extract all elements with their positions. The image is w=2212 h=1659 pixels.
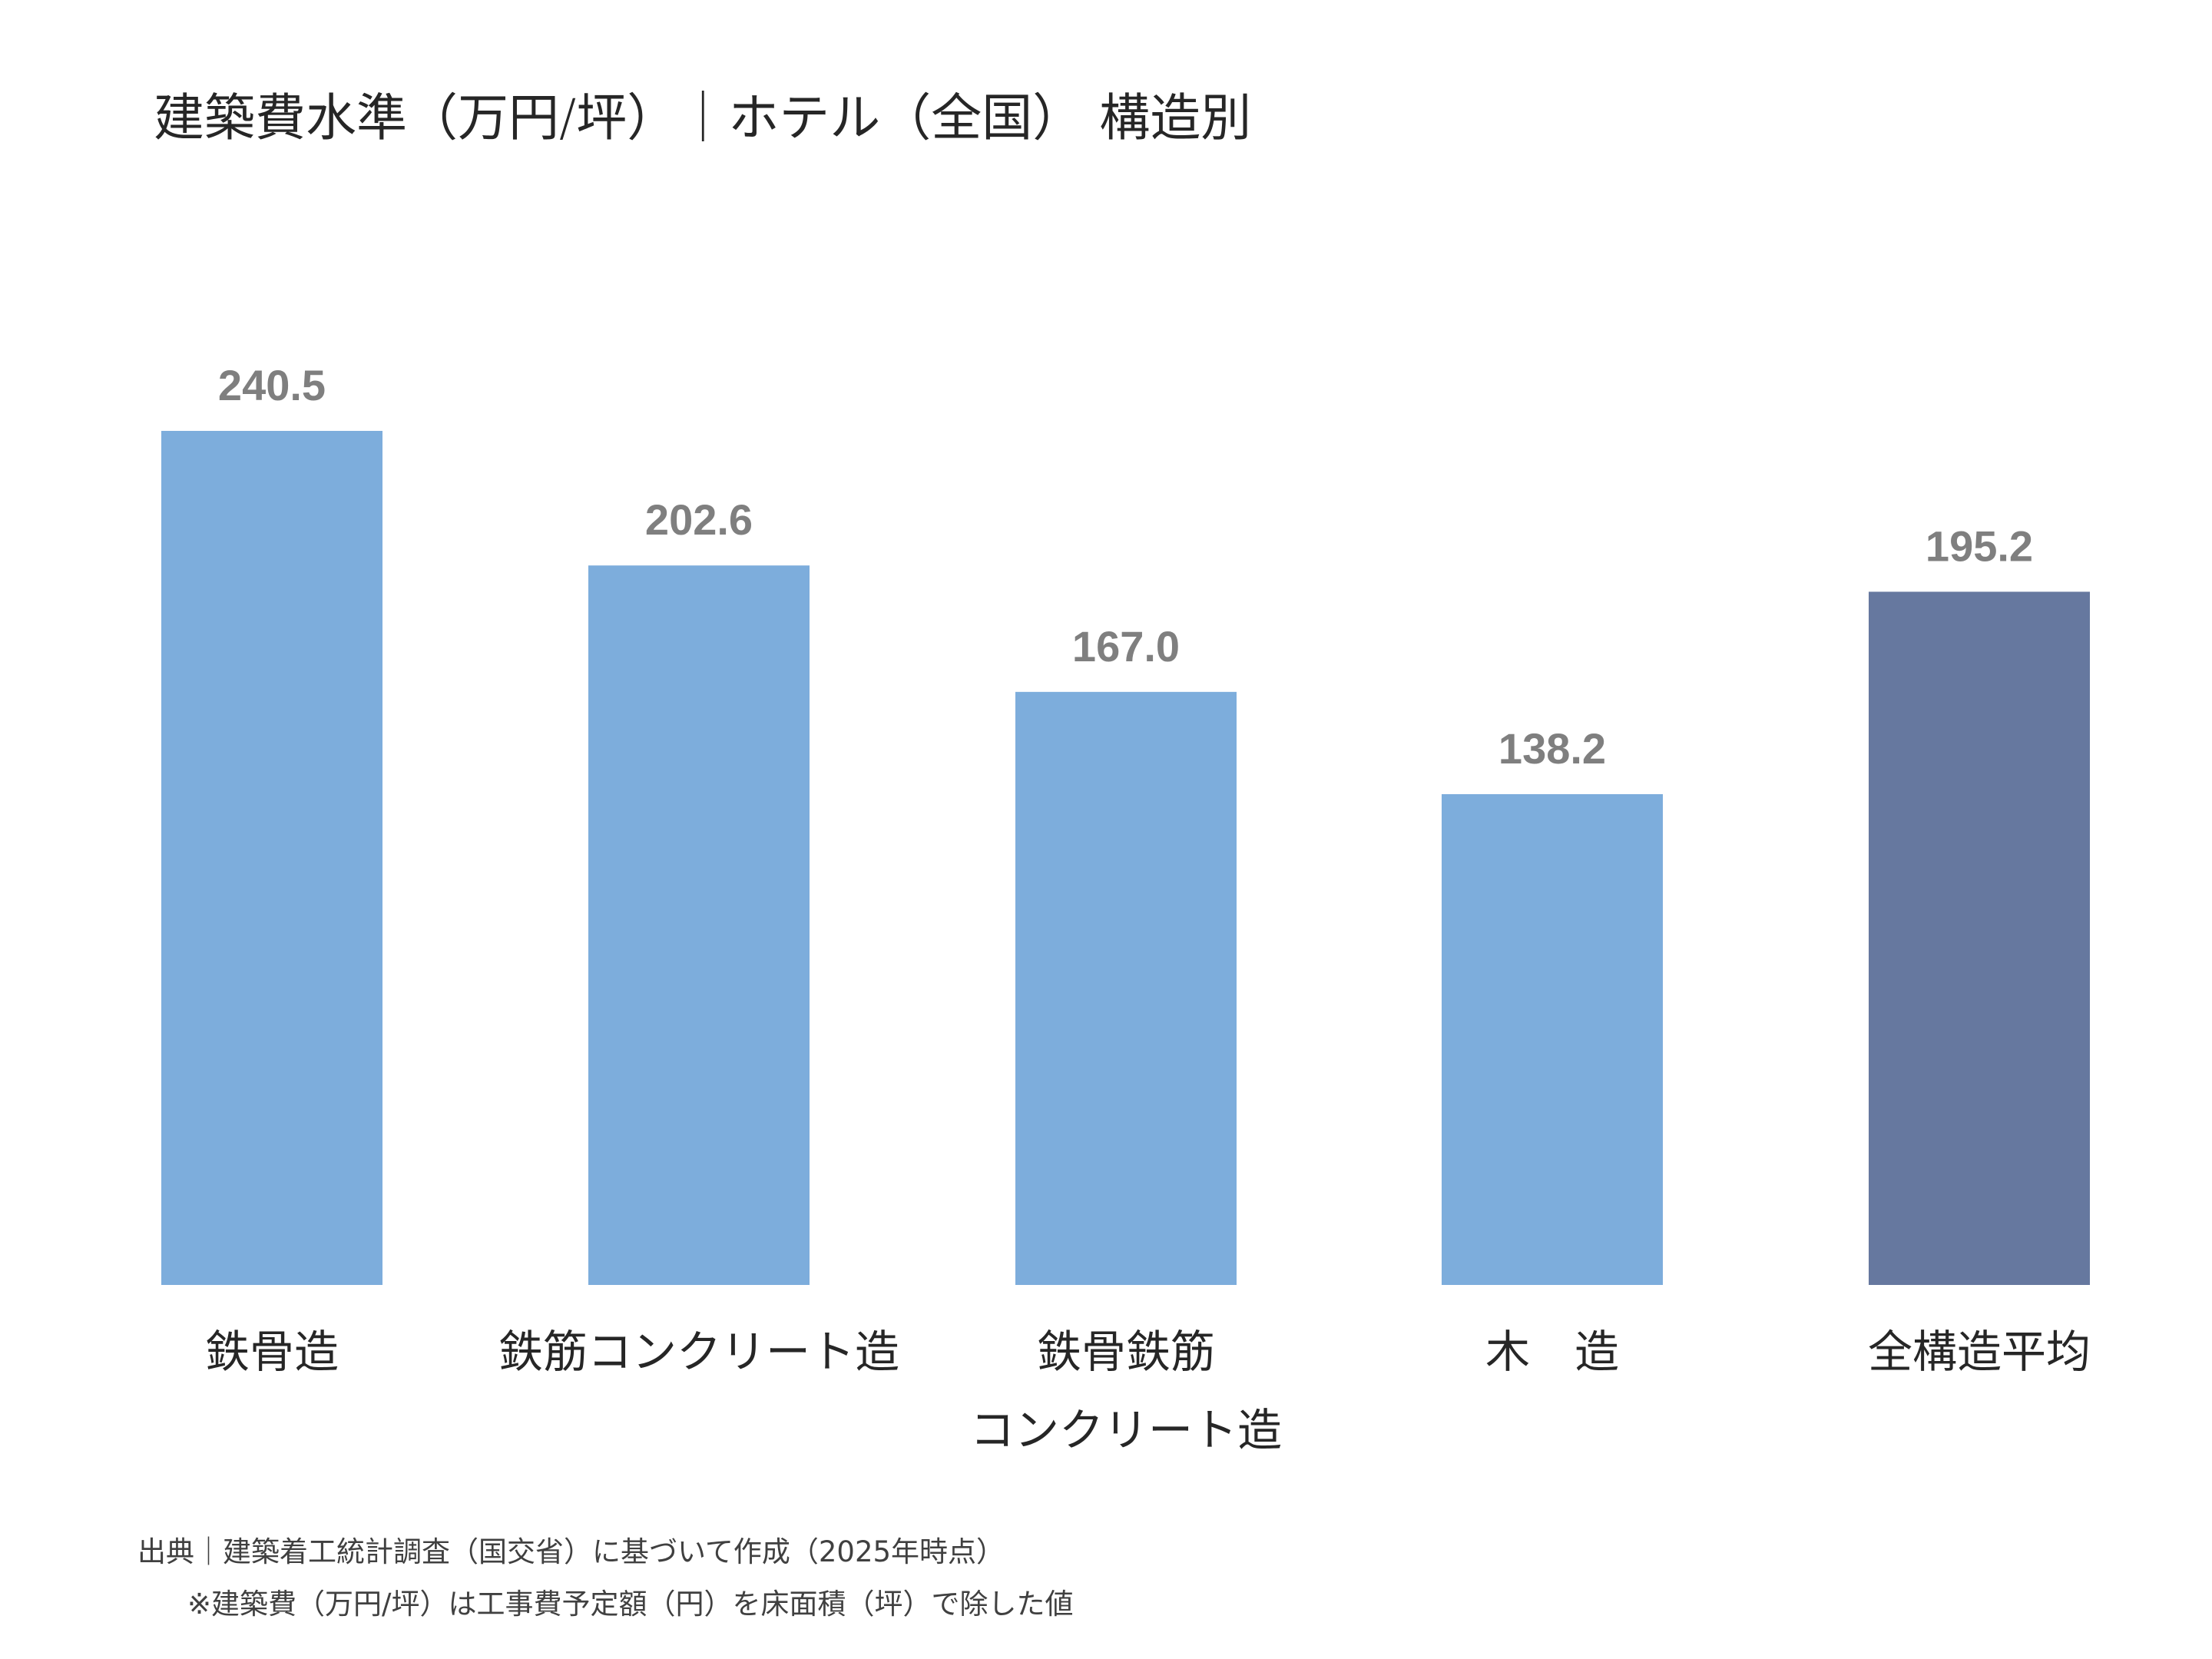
bar	[1869, 591, 2090, 1285]
chart-title: 建築費水準（万円/坪）｜ホテル（全国） 構造別	[154, 88, 1252, 147]
data-label: 138.2	[1498, 724, 1606, 773]
category-label: 鉄筋コンクリート造	[498, 1326, 899, 1378]
definition-note: ※建築費（万円/坪）は工事費予定額（円）を床面積（坪）で除した値	[187, 1588, 1074, 1621]
bar	[588, 565, 810, 1285]
bar	[161, 431, 382, 1285]
data-label: 167.0	[1072, 622, 1180, 671]
source-note: 出典｜建築着工統計調査（国交省）に基づいて作成（2025年時点）	[137, 1535, 1005, 1568]
data-label: 202.6	[645, 495, 753, 544]
category-label: 鉄骨鉄筋	[1037, 1326, 1215, 1378]
data-label: 195.2	[1926, 522, 2033, 570]
category-label: 全構造平均	[1868, 1326, 2091, 1378]
category-label: 木 造	[1485, 1326, 1619, 1378]
bar	[1442, 794, 1663, 1285]
category-label: 鉄骨造	[205, 1326, 339, 1378]
data-label: 240.5	[218, 361, 326, 409]
category-label: コンクリート造	[970, 1404, 1282, 1456]
bar	[1015, 691, 1237, 1285]
